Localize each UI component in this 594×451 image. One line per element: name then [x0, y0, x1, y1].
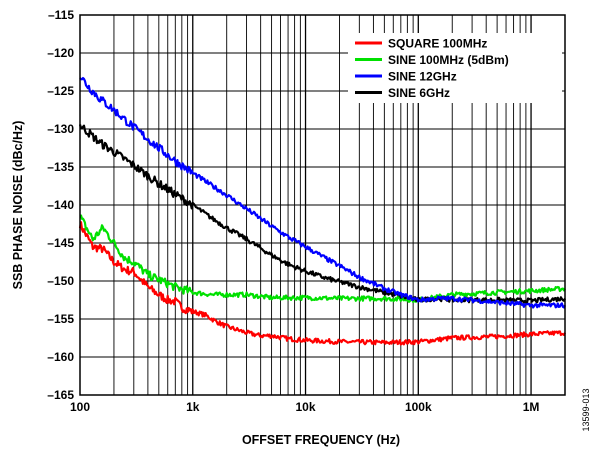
y-tick-label: –120	[47, 46, 74, 60]
legend-label-3: SINE 6GHz	[388, 86, 450, 100]
y-tick-label: –130	[47, 122, 74, 136]
plot-frame	[79, 14, 566, 396]
legend-label-2: SINE 12GHz	[388, 70, 457, 84]
legend-label-1: SINE 100MHz (5dBm)	[388, 53, 509, 67]
legend-box	[348, 33, 562, 103]
legend-label-0: SQUARE 100MHz	[388, 37, 487, 51]
x-tick-label: 100	[70, 400, 90, 414]
x-tick-labels: 100 1k 10k 100k 1M	[70, 400, 539, 414]
y-tick-label: –150	[47, 274, 74, 288]
y-tick-label: –115	[48, 8, 74, 22]
y-tick-label: –145	[47, 236, 74, 250]
y-tick-label: –160	[47, 350, 74, 364]
y-tick-label: –165	[47, 388, 74, 402]
side-note: 13599-013	[581, 388, 591, 431]
x-tick-label: 1k	[186, 400, 200, 414]
y-tick-label: –155	[47, 312, 74, 326]
y-axis-title: SSB PHASE NOISE (dBc/Hz)	[11, 121, 25, 290]
y-tick-label: –135	[47, 160, 74, 174]
series-line-0	[78, 221, 567, 346]
series-line-1	[79, 214, 566, 303]
x-tick-label: 10k	[296, 400, 316, 414]
x-tick-label: 1M	[523, 400, 540, 414]
x-tick-label: 100k	[405, 400, 432, 414]
legend: SQUARE 100MHz SINE 100MHz (5dBm) SINE 12GH…	[348, 33, 562, 103]
x-axis-title: OFFSET FREQUENCY (Hz)	[242, 433, 400, 447]
y-tick-label: –125	[47, 84, 74, 98]
y-tick-label: –140	[47, 198, 74, 212]
series-line-2	[79, 77, 567, 309]
y-tick-labels: –115 –120 –125 –130 –135 –140 –145 –150 –155 –160…	[47, 8, 74, 402]
series-lines	[78, 77, 567, 346]
